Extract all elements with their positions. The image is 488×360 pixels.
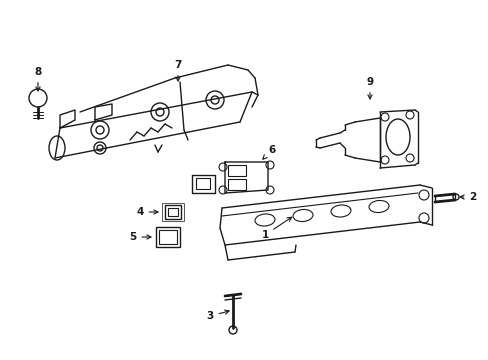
Text: 6: 6 xyxy=(263,145,275,159)
Text: 4: 4 xyxy=(136,207,158,217)
Text: 3: 3 xyxy=(206,310,229,321)
Text: 5: 5 xyxy=(129,232,151,242)
Bar xyxy=(227,165,245,176)
Bar xyxy=(196,178,209,189)
Bar xyxy=(162,203,183,221)
Text: 7: 7 xyxy=(174,60,182,81)
Bar xyxy=(159,230,177,244)
Text: 8: 8 xyxy=(34,67,41,91)
Text: 9: 9 xyxy=(366,77,373,99)
Bar xyxy=(156,227,180,247)
Bar xyxy=(227,179,245,190)
Text: 1: 1 xyxy=(261,217,291,240)
Bar xyxy=(164,205,181,219)
Bar xyxy=(168,208,178,216)
Text: 2: 2 xyxy=(459,192,476,202)
